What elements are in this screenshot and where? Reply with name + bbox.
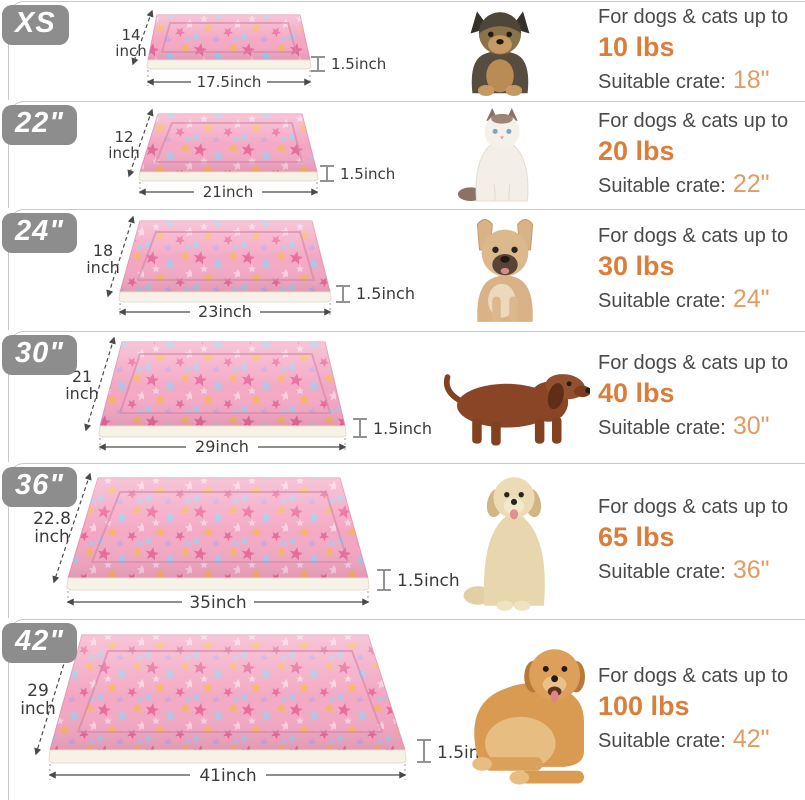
size-row-xs: 14 inch 17.5inch 1.5inch For dogs & cats… [0, 0, 805, 100]
max-weight: 20 lbs [598, 135, 675, 166]
size-info: For dogs & cats up to 20 lbs Suitable cr… [598, 100, 803, 208]
crate-size: 22" [732, 169, 770, 198]
photo-dachshund [438, 344, 591, 454]
crate-prefix: Suitable crate: [598, 70, 726, 93]
mat-width-label: 21inch [203, 183, 254, 201]
mat-height-unit: inch [20, 699, 56, 719]
max-weight: 65 lbs [598, 521, 675, 552]
size-row-36: 22.8 inch 35inch 1.5inch For dog [0, 462, 805, 618]
max-weight: 40 lbs [598, 377, 675, 408]
size-row-22: 12 inch 21inch 1.5inch For dogs & cats u… [0, 100, 805, 208]
mat-width-label: 29inch [195, 437, 249, 456]
mat-thickness-label: 1.5inch [397, 571, 460, 591]
mat-height-unit: inch [108, 144, 139, 162]
mat-diagram: 14 inch 17.5inch 1.5inch [0, 0, 520, 100]
photo-french-bulldog [447, 218, 563, 324]
crate-prefix: Suitable crate: [598, 289, 726, 312]
mat-height-unit: inch [115, 42, 146, 60]
mat-width-label: 35inch [189, 593, 246, 613]
mat-height-unit: inch [34, 527, 70, 547]
crate-prefix: Suitable crate: [598, 174, 726, 197]
photo-golden-retriever-sitting [455, 470, 573, 614]
size-badge: 24" [2, 213, 78, 254]
info-line1: For dogs & cats up to [598, 224, 789, 247]
mat-diagram: 12 inch 21inch 1.5inch [0, 100, 520, 208]
mat-height-unit: inch [86, 258, 120, 277]
mat-width-label: 23inch [198, 302, 252, 321]
size-info: For dogs & cats up to 100 lbs Suitable c… [598, 618, 803, 800]
mat-width-label: 41inch [199, 766, 256, 786]
size-row-24: 18 inch 23inch 1.5inch For dogs & cats [0, 208, 805, 330]
size-badge: 22" [2, 105, 78, 146]
crate-size: 36" [732, 555, 770, 584]
mat-height-value: 14 [121, 26, 140, 44]
crate-size: 24" [732, 284, 770, 313]
mat-thickness-label: 1.5inch [373, 419, 432, 438]
size-info: For dogs & cats up to 10 lbs Suitable cr… [598, 0, 803, 100]
mat-thickness-label: 1.5inch [340, 165, 395, 183]
crate-size: 30" [732, 411, 770, 440]
info-line1: For dogs & cats up to [598, 5, 789, 28]
info-line1: For dogs & cats up to [598, 351, 789, 374]
max-weight: 10 lbs [598, 31, 675, 62]
mat-height-value: 22.8 [33, 509, 71, 529]
mat-diagram: 18 inch 23inch 1.5inch [0, 208, 520, 330]
info-line1: For dogs & cats up to [598, 109, 789, 132]
size-info: For dogs & cats up to 30 lbs Suitable cr… [598, 208, 803, 330]
crate-size: 18" [732, 65, 770, 94]
crate-prefix: Suitable crate: [598, 729, 726, 752]
size-badge: XS [2, 5, 69, 46]
photo-golden-retriever-lying [437, 630, 633, 794]
photo-ragdoll-cat [452, 106, 552, 204]
crate-prefix: Suitable crate: [598, 560, 726, 583]
mat-thickness-label: 1.5inch [331, 55, 386, 73]
mat-height-value: 21 [72, 367, 92, 386]
size-badge: 36" [2, 467, 78, 508]
size-badge: 42" [2, 623, 78, 664]
size-info: For dogs & cats up to 40 lbs Suitable cr… [598, 330, 803, 462]
info-line1: For dogs & cats up to [598, 664, 789, 687]
mat-diagram: 22.8 inch 35inch 1.5inch [0, 462, 520, 618]
crate-prefix: Suitable crate: [598, 416, 726, 439]
mat-thickness-label: 1.5inch [356, 284, 415, 303]
crate-size: 42" [732, 724, 770, 753]
mat-diagram: 29 inch 41inch 1.5inch [0, 618, 520, 800]
size-row-42: 29 inch 41inch 1.5inch [0, 618, 805, 800]
mat-height-value: 29 [27, 681, 49, 701]
info-line1: For dogs & cats up to [598, 495, 789, 518]
size-row-30: 21 inch 29inch 1.5inch For dogs [0, 330, 805, 462]
max-weight: 100 lbs [598, 690, 690, 721]
photo-yorkshire-terrier [452, 4, 548, 96]
max-weight: 30 lbs [598, 250, 675, 281]
mat-height-value: 18 [93, 241, 113, 260]
size-badge: 30" [2, 335, 78, 376]
mat-height-value: 12 [114, 128, 133, 146]
mat-width-label: 17.5inch [197, 73, 262, 91]
size-info: For dogs & cats up to 65 lbs Suitable cr… [598, 462, 803, 618]
mat-diagram: 21 inch 29inch 1.5inch [0, 330, 520, 462]
mat-height-unit: inch [65, 384, 99, 403]
